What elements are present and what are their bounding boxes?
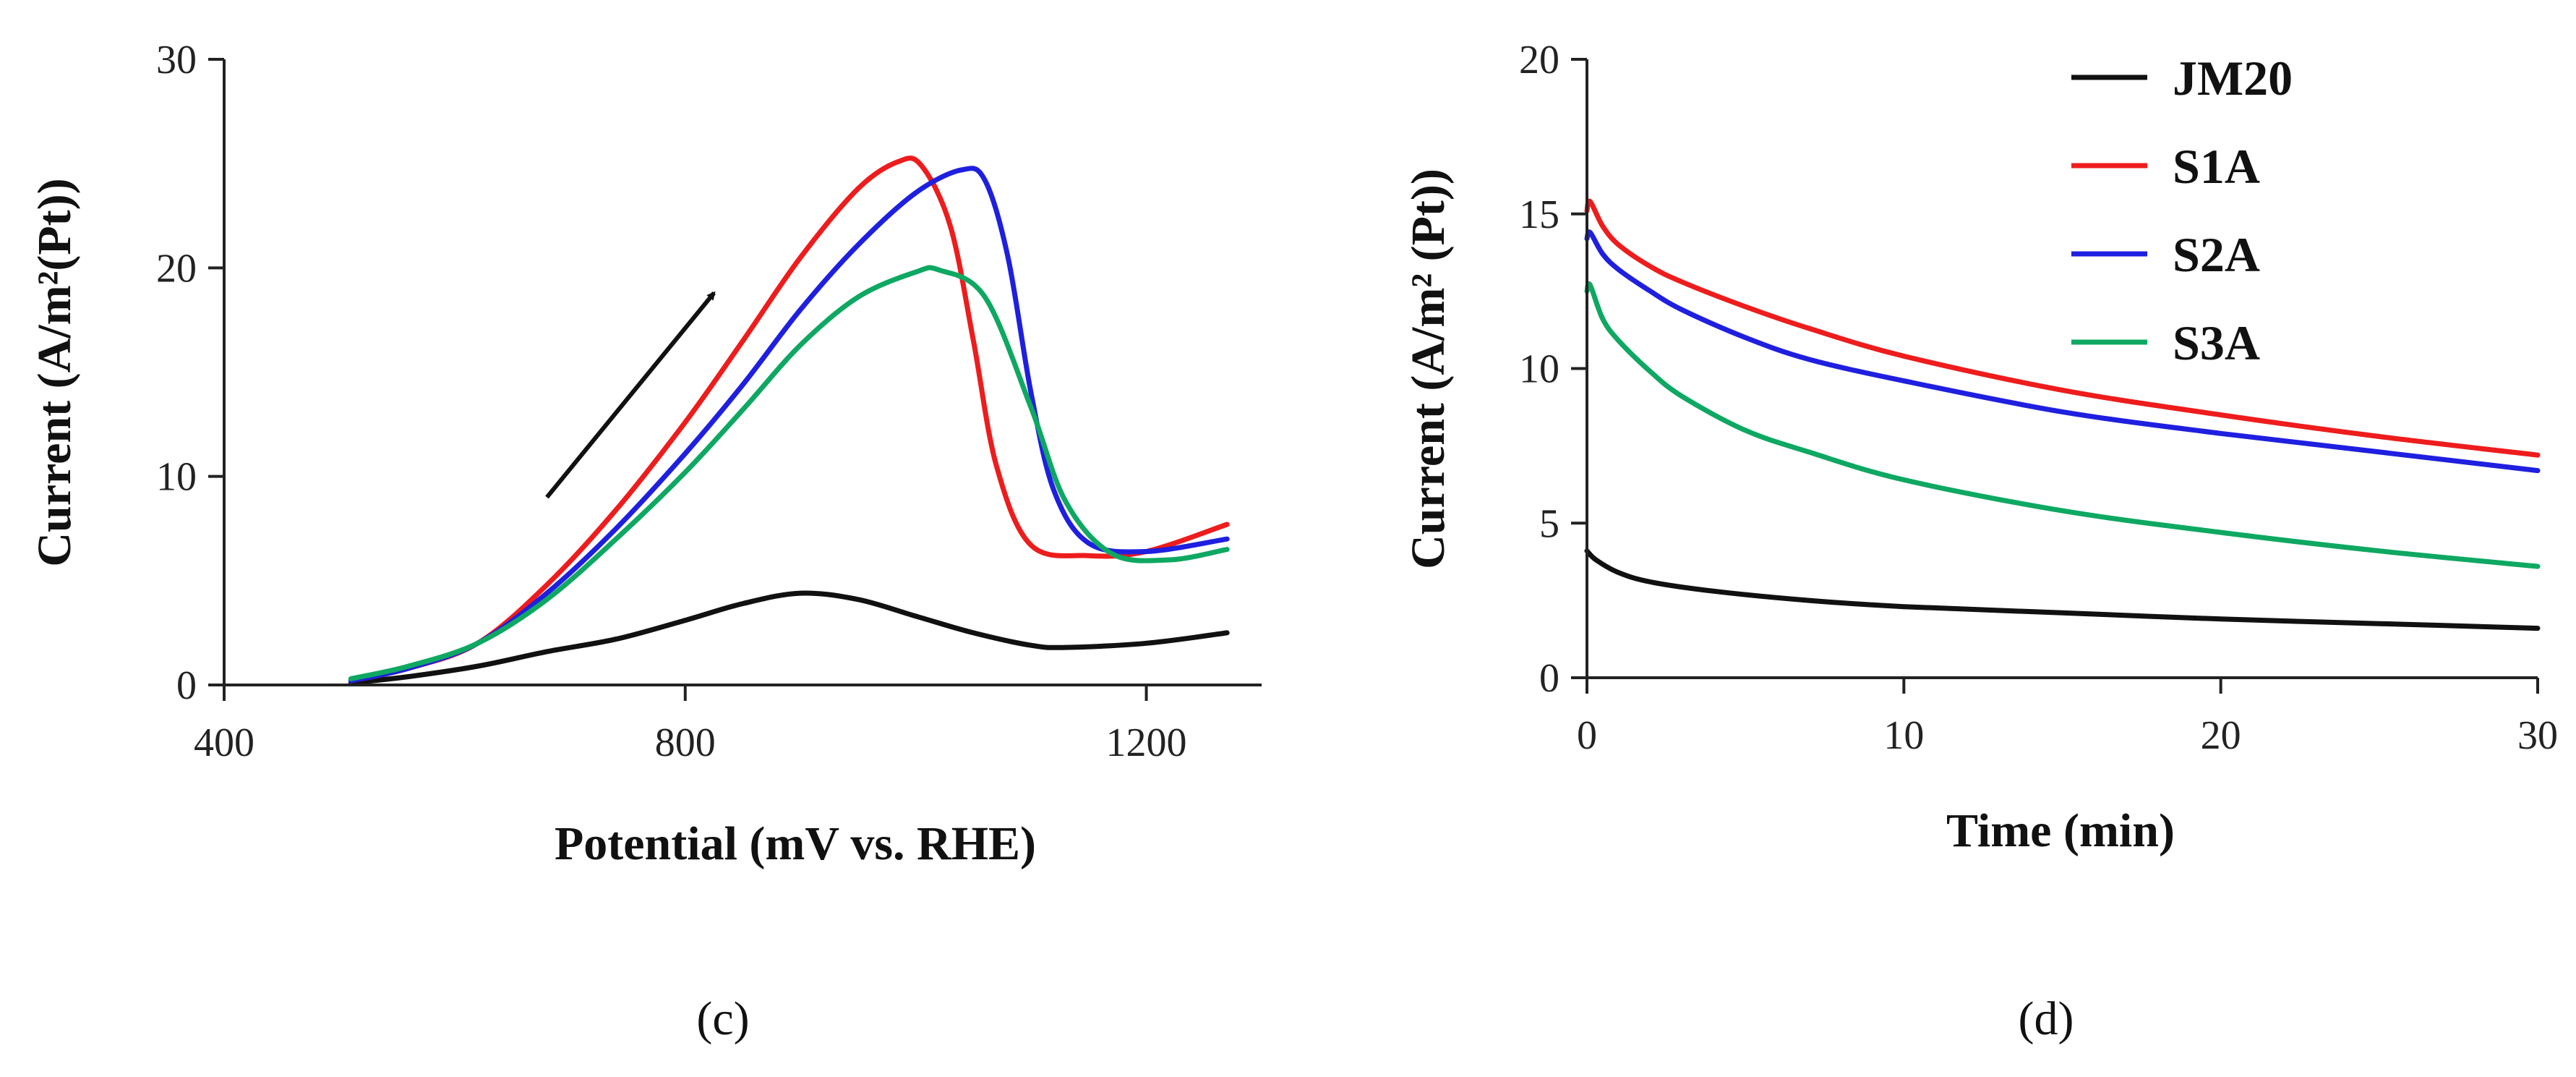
chart-d-y-tick-label: 5 [1539,501,1559,546]
chart-c-y-tick-label: 10 [156,455,197,500]
chart-d-y-tick-label: 0 [1539,656,1559,701]
chart-c-y-tick-label: 0 [176,663,197,708]
chart-d-x-tick-label: 30 [2517,713,2558,758]
chart-d: 0 5 10 15 20 0 10 20 30 JM20 S1A S2A S3A Time (min)… [1402,38,2558,1045]
chart-d-series-s1a-line [1584,198,2541,458]
chart-d-y-axis-title: Current (A/m² (Pt)) [1402,169,1455,569]
chart-c-x-tick-label: 800 [655,720,716,765]
chart-c-series-group [348,156,1230,686]
chart-d-series-s3a-line [1584,281,2541,569]
chart-c-axes: 0 10 20 30 400 800 1200 [156,38,1262,765]
legend-label-s3a: S3A [2173,315,2260,370]
chart-c-x-tick-label: 1200 [1106,720,1187,765]
chart-d-x-tick-label: 10 [1883,713,1924,758]
chart-d-y-tick-label: 20 [1519,38,1559,82]
chart-c-y-axis-title: Current (A/m²(Pt)) [28,178,81,566]
chart-c-series-s3a-line [348,265,1230,681]
chart-d-panel-label: (d) [2019,992,2074,1045]
chart-d-axes: 0 5 10 15 20 0 10 20 30 [1519,38,2558,758]
legend-label-s2a: S2A [2173,227,2260,282]
chart-c-panel-label: (c) [696,992,749,1045]
chart-c-x-axis-title: Potential (mV vs. RHE) [555,817,1036,870]
chart-c-series-jm20-line [348,590,1230,686]
chart-d-y-tick-label: 10 [1519,347,1559,392]
chart-d-x-tick-label: 0 [1577,713,1597,758]
chart-d-series-s2a-line [1584,229,2541,474]
chart-d-series-group [1584,198,2541,631]
chart-c-y-tick-label: 30 [156,38,197,82]
legend-label-s1a: S1A [2173,139,2260,194]
chart-d-legend: JM20 S1A S2A S3A [2071,51,2293,370]
chart-d-series-jm20-line [1584,548,2541,631]
trend-arrow [545,291,716,499]
legend-label-jm20: JM20 [2173,51,2293,106]
chart-c-series-s2a-line [348,166,1230,684]
chart-d-x-tick-label: 20 [2201,713,2241,758]
chart-c: 0 10 20 30 400 800 1200 Potential (mV vs. RHE)… [28,38,1262,1045]
chart-c-x-tick-label: 400 [194,720,254,765]
chart-d-y-tick-label: 15 [1519,192,1559,237]
chart-c-y-tick-label: 20 [156,246,197,291]
chart-c-series-s1a-line [348,156,1230,684]
chart-d-x-axis-title: Time (min) [1946,804,2175,857]
chart-c-annotation [545,291,716,499]
